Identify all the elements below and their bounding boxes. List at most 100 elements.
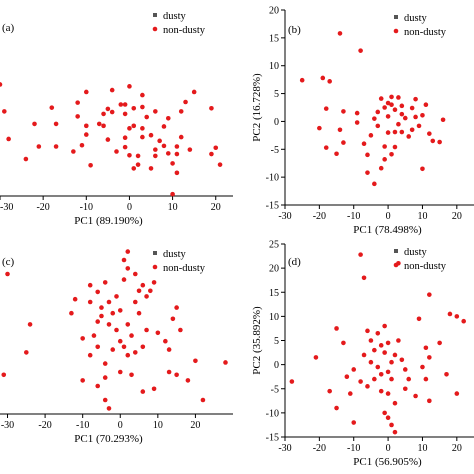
data-point-non-dusty <box>178 327 183 333</box>
data-point-non-dusty <box>131 123 137 129</box>
data-point-non-dusty <box>382 144 387 149</box>
data-point-non-dusty <box>389 152 394 157</box>
x-tick-label: 20 <box>211 202 221 213</box>
data-point-non-dusty <box>165 115 171 121</box>
panel-label: (b) <box>288 24 301 36</box>
y-tick-label: 20 <box>269 264 279 275</box>
data-point-non-dusty <box>106 406 112 411</box>
data-point-non-dusty <box>396 121 401 127</box>
data-point-non-dusty <box>372 376 377 382</box>
data-point-non-dusty <box>378 371 384 377</box>
x-tick-label: -20 <box>38 420 51 431</box>
data-point-non-dusty <box>148 288 153 294</box>
data-point-non-dusty <box>132 271 138 277</box>
data-point-non-dusty <box>365 328 370 334</box>
x-tick-label: 10 <box>168 202 178 213</box>
data-point-non-dusty <box>187 147 193 152</box>
data-point-non-dusty <box>114 149 119 154</box>
y-tick-label: 10 <box>269 312 279 323</box>
data-point-non-dusty <box>80 336 85 341</box>
data-point-non-dusty <box>144 114 150 120</box>
data-point-non-dusty <box>95 383 101 389</box>
x-tick-label: -30 <box>278 443 291 454</box>
data-point-non-dusty <box>337 127 343 133</box>
data-point-non-dusty <box>396 338 401 343</box>
y-axis-title: PC2 (16.728%) <box>251 73 263 142</box>
legend-label-dusty: dusty <box>163 11 187 22</box>
data-point-non-dusty <box>127 84 132 89</box>
data-point-non-dusty <box>87 299 93 305</box>
data-point-non-dusty <box>437 340 442 346</box>
data-point-non-dusty <box>174 151 180 157</box>
x-tick-label: -30 <box>0 202 13 213</box>
data-point-non-dusty <box>406 376 412 382</box>
data-point-non-dusty <box>213 145 219 151</box>
data-point-non-dusty <box>131 166 137 171</box>
data-point-non-dusty <box>2 109 7 114</box>
data-point-non-dusty <box>358 252 363 257</box>
data-point-non-dusty <box>114 294 119 299</box>
y-tick-label: 20 <box>269 6 279 17</box>
data-point-non-dusty <box>365 152 370 158</box>
data-point-non-dusty <box>71 149 76 154</box>
data-point-non-dusty <box>341 109 346 114</box>
data-point-non-dusty <box>334 326 339 331</box>
data-point-non-dusty <box>361 141 367 147</box>
data-point-non-dusty <box>36 144 42 149</box>
data-point-non-dusty <box>368 338 374 343</box>
y-tick-label: 15 <box>269 288 279 299</box>
data-point-non-dusty <box>365 384 370 389</box>
data-point-non-dusty <box>140 282 146 288</box>
data-point-non-dusty <box>354 120 360 125</box>
data-point-non-dusty <box>389 94 394 100</box>
data-point-non-dusty <box>121 257 127 263</box>
data-point-non-dusty <box>153 109 158 114</box>
x-tick-label: -20 <box>313 211 326 222</box>
data-point-non-dusty <box>178 109 184 114</box>
data-point-non-dusty <box>382 157 387 162</box>
data-point-non-dusty <box>144 327 149 333</box>
data-point-non-dusty <box>454 391 460 396</box>
data-point-non-dusty <box>49 105 55 110</box>
data-point-non-dusty <box>140 104 145 110</box>
data-point-non-dusty <box>385 114 391 119</box>
data-point-non-dusty <box>320 75 326 81</box>
data-point-non-dusty <box>437 139 442 145</box>
data-point-non-dusty <box>170 316 176 322</box>
data-point-non-dusty <box>161 124 167 129</box>
data-point-non-dusty <box>440 117 446 123</box>
x-axis-title: PC1 (56.905%) <box>353 456 422 468</box>
data-point-non-dusty <box>399 111 405 117</box>
data-point-non-dusty <box>375 364 381 370</box>
data-point-non-dusty <box>344 374 350 379</box>
data-point-non-dusty <box>385 130 391 135</box>
x-tick-label: 10 <box>417 443 427 454</box>
data-point-non-dusty <box>385 100 391 106</box>
data-point-non-dusty <box>341 340 346 346</box>
data-point-non-dusty <box>430 138 436 144</box>
x-tick-label: -30 <box>278 211 291 222</box>
x-tick-label: -20 <box>36 202 49 213</box>
x-tick-label: 0 <box>127 202 132 213</box>
data-point-non-dusty <box>406 134 412 139</box>
data-point-non-dusty <box>396 95 401 100</box>
data-point-non-dusty <box>135 162 141 167</box>
x-tick-label: 20 <box>190 420 200 431</box>
data-point-non-dusty <box>389 359 394 365</box>
legend-marker-non-dusty <box>152 264 158 270</box>
data-point-non-dusty <box>402 386 408 392</box>
data-point-non-dusty <box>24 350 29 355</box>
data-point-non-dusty <box>125 352 131 358</box>
legend-marker-dusty <box>153 13 157 17</box>
x-tick-label: 0 <box>386 211 391 222</box>
data-point-non-dusty <box>327 388 332 394</box>
data-point-non-dusty <box>454 314 460 319</box>
data-point-non-dusty <box>382 105 387 110</box>
data-point-non-dusty <box>399 357 405 363</box>
data-point-non-dusty <box>135 153 141 159</box>
panel-label: (a) <box>2 22 15 34</box>
y-tick-label: 5 <box>274 336 279 347</box>
data-point-non-dusty <box>447 311 453 317</box>
data-point-non-dusty <box>358 48 363 53</box>
